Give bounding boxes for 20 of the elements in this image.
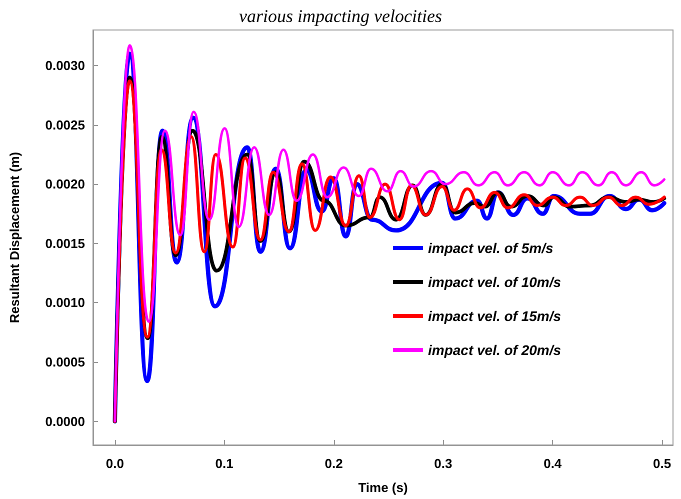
x-tick-label: 0.5 <box>653 456 672 471</box>
x-tick-label: 0.4 <box>544 456 562 471</box>
x-tick-label: 0.1 <box>215 456 234 471</box>
y-tick-label: 0.0025 <box>45 117 85 132</box>
x-tick-label: 0.0 <box>106 456 124 471</box>
y-tick-label: 0.0030 <box>45 58 85 74</box>
chart-title: various impacting velocities <box>239 6 442 26</box>
x-tick-label: 0.3 <box>434 456 452 471</box>
y-tick-label: 0.0005 <box>45 354 85 370</box>
x-tick-label: 0.2 <box>324 456 343 471</box>
y-tick-label: 0.0020 <box>45 176 85 192</box>
y-tick-label: 0.0015 <box>45 236 85 251</box>
y-axis-title: Resultant Displacement (m) <box>7 152 22 324</box>
y-tick-label: 0.0010 <box>45 295 85 310</box>
legend-label: impact vel. of 20m/s <box>428 342 562 358</box>
x-axis-title: Time (s) <box>358 480 408 495</box>
legend-label: impact vel. of 5m/s <box>428 240 554 256</box>
legend-label: impact vel. of 10m/s <box>428 274 562 290</box>
y-tick-label: 0.0000 <box>45 414 85 429</box>
legend-label: impact vel. of 15m/s <box>428 308 562 324</box>
